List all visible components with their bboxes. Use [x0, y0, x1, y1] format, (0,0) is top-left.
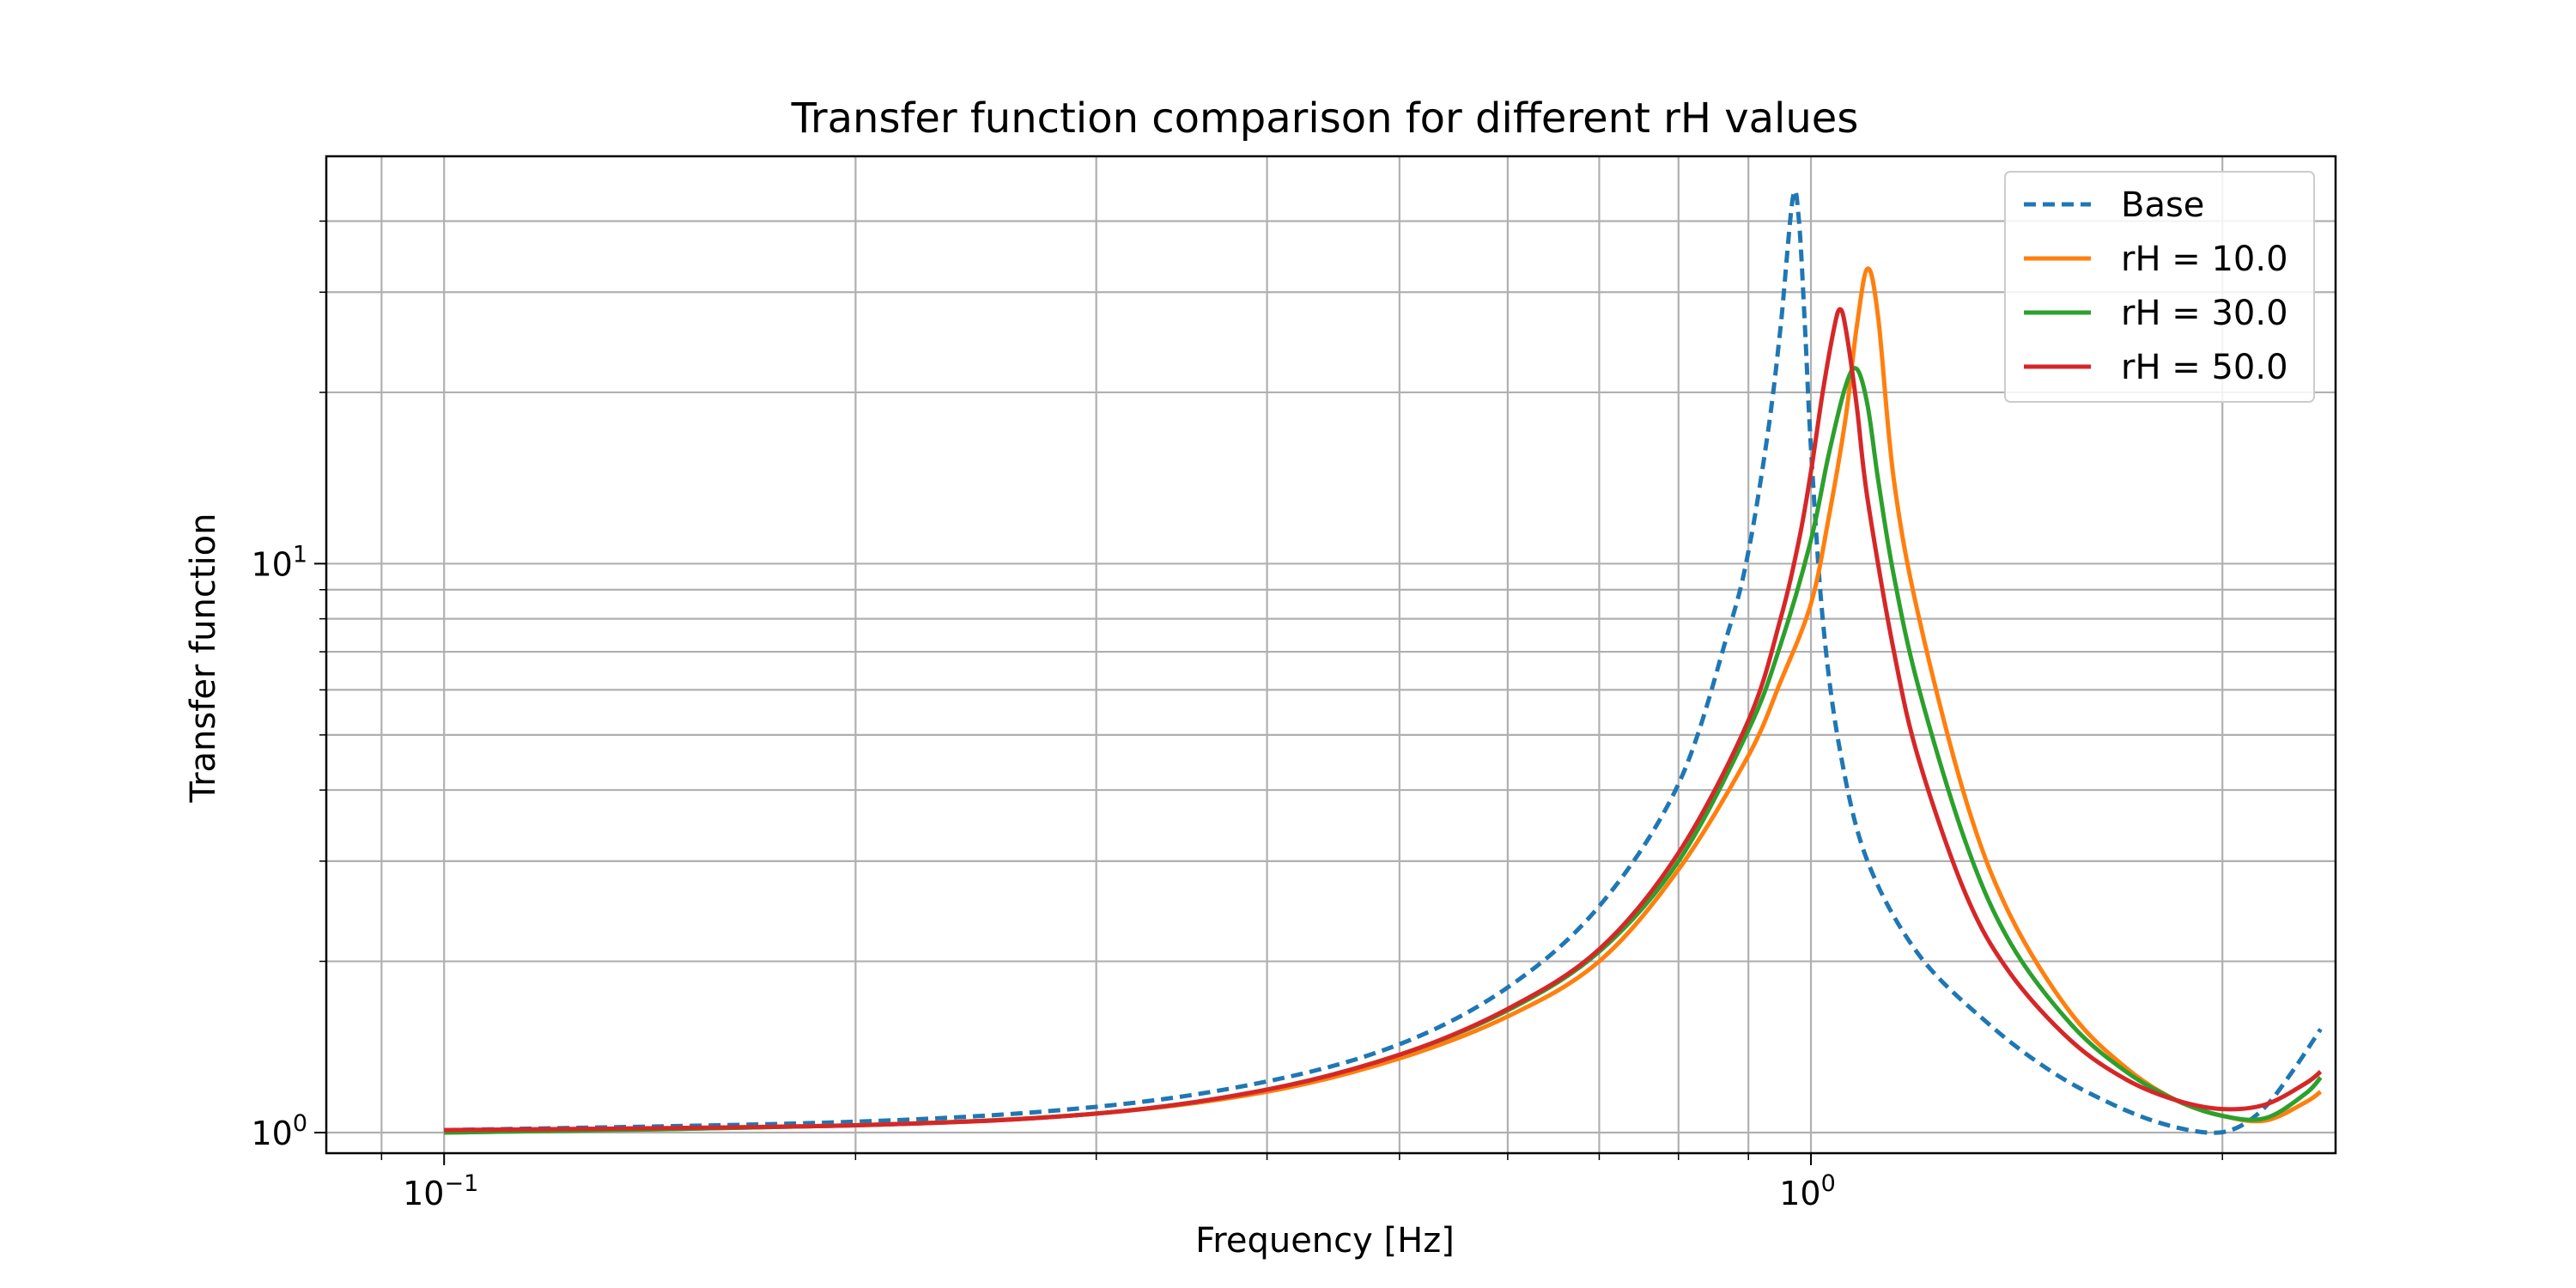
legend-label: rH = 50.0 [2121, 348, 2288, 387]
legend-label: rH = 30.0 [2121, 294, 2288, 333]
legend-box [2004, 171, 2315, 403]
legend-label: rH = 10.0 [2121, 240, 2288, 279]
series-line-base [444, 188, 2323, 1135]
y-tick-label: 101 [251, 541, 307, 583]
legend-label: Base [2121, 185, 2204, 225]
plot-frame [325, 155, 2337, 1155]
ticks [314, 220, 2223, 1165]
chart-title: Transfer function comparison for differe… [791, 94, 1859, 143]
x-axis-label: Frequency [Hz] [1195, 1221, 1455, 1261]
tick-labels: 10−1 100 100 101 [251, 541, 1835, 1212]
grid [326, 156, 2336, 1153]
y-axis-label: Transfer function [184, 513, 223, 804]
series-line-rh-500 [444, 307, 2323, 1133]
legend[interactable]: Base rH = 10.0 rH = 30.0 rH = 50.0 [2004, 171, 2315, 403]
series-group [444, 188, 2323, 1135]
x-tick-label: 100 [1779, 1170, 1836, 1212]
x-tick-label: 10−1 [403, 1170, 478, 1212]
y-tick-label: 100 [251, 1110, 307, 1152]
